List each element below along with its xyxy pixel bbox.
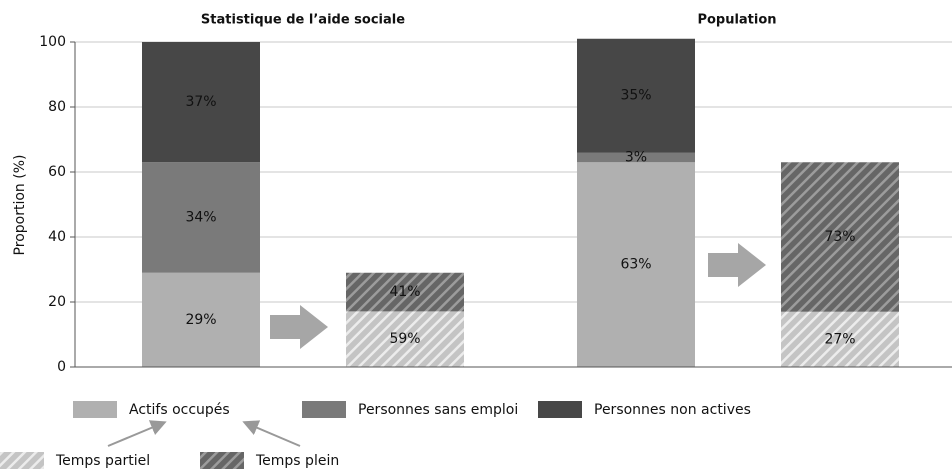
flow-arrow (270, 305, 328, 349)
bar-segment (142, 162, 260, 273)
bar-segment (346, 272, 464, 312)
legend-label: Actifs occupés (129, 402, 230, 418)
y-axis-label: Proportion (%) (12, 155, 28, 256)
data-label: 35% (620, 88, 651, 104)
bar-segment (142, 272, 260, 367)
bar-segment (577, 152, 695, 163)
data-label: 73% (824, 229, 855, 245)
data-label: 3% (625, 149, 647, 165)
group-title: Population (697, 13, 776, 28)
data-label: 34% (185, 210, 216, 226)
legend-label: Personnes sans emploi (358, 402, 518, 418)
y-tick-label: 100 (39, 34, 66, 50)
data-label: 37% (185, 94, 216, 110)
legend-arrow (242, 420, 301, 447)
legend-label: Temps partiel (55, 453, 150, 469)
legend-label: Temps plein (255, 453, 339, 469)
legend-swatch (538, 401, 582, 418)
bar-segment (577, 162, 695, 367)
bar-segment (781, 311, 899, 367)
legend-swatch (302, 401, 346, 418)
bar-segment (142, 42, 260, 163)
y-tick-label: 80 (48, 99, 66, 115)
data-label: 63% (620, 257, 651, 273)
legend-swatch (73, 401, 117, 418)
legend-arrow (107, 420, 167, 447)
data-label: 59% (389, 331, 420, 347)
data-label: 41% (389, 284, 420, 300)
bar-segment (346, 311, 464, 367)
legend-swatch (0, 452, 44, 469)
bar-segment (781, 162, 899, 312)
plot-area (70, 38, 952, 368)
data-label: 27% (824, 331, 855, 347)
data-label: 29% (185, 312, 216, 328)
bar-segment (577, 38, 695, 153)
group-title: Statistique de l’aide sociale (201, 13, 405, 28)
y-tick-label: 60 (48, 164, 66, 180)
y-tick-label: 20 (48, 294, 66, 310)
legend-label: Personnes non actives (594, 402, 751, 418)
flow-arrow (708, 243, 766, 287)
y-tick-label: 40 (48, 229, 66, 245)
y-tick-label: 0 (57, 359, 66, 375)
legend-swatch (200, 452, 244, 469)
